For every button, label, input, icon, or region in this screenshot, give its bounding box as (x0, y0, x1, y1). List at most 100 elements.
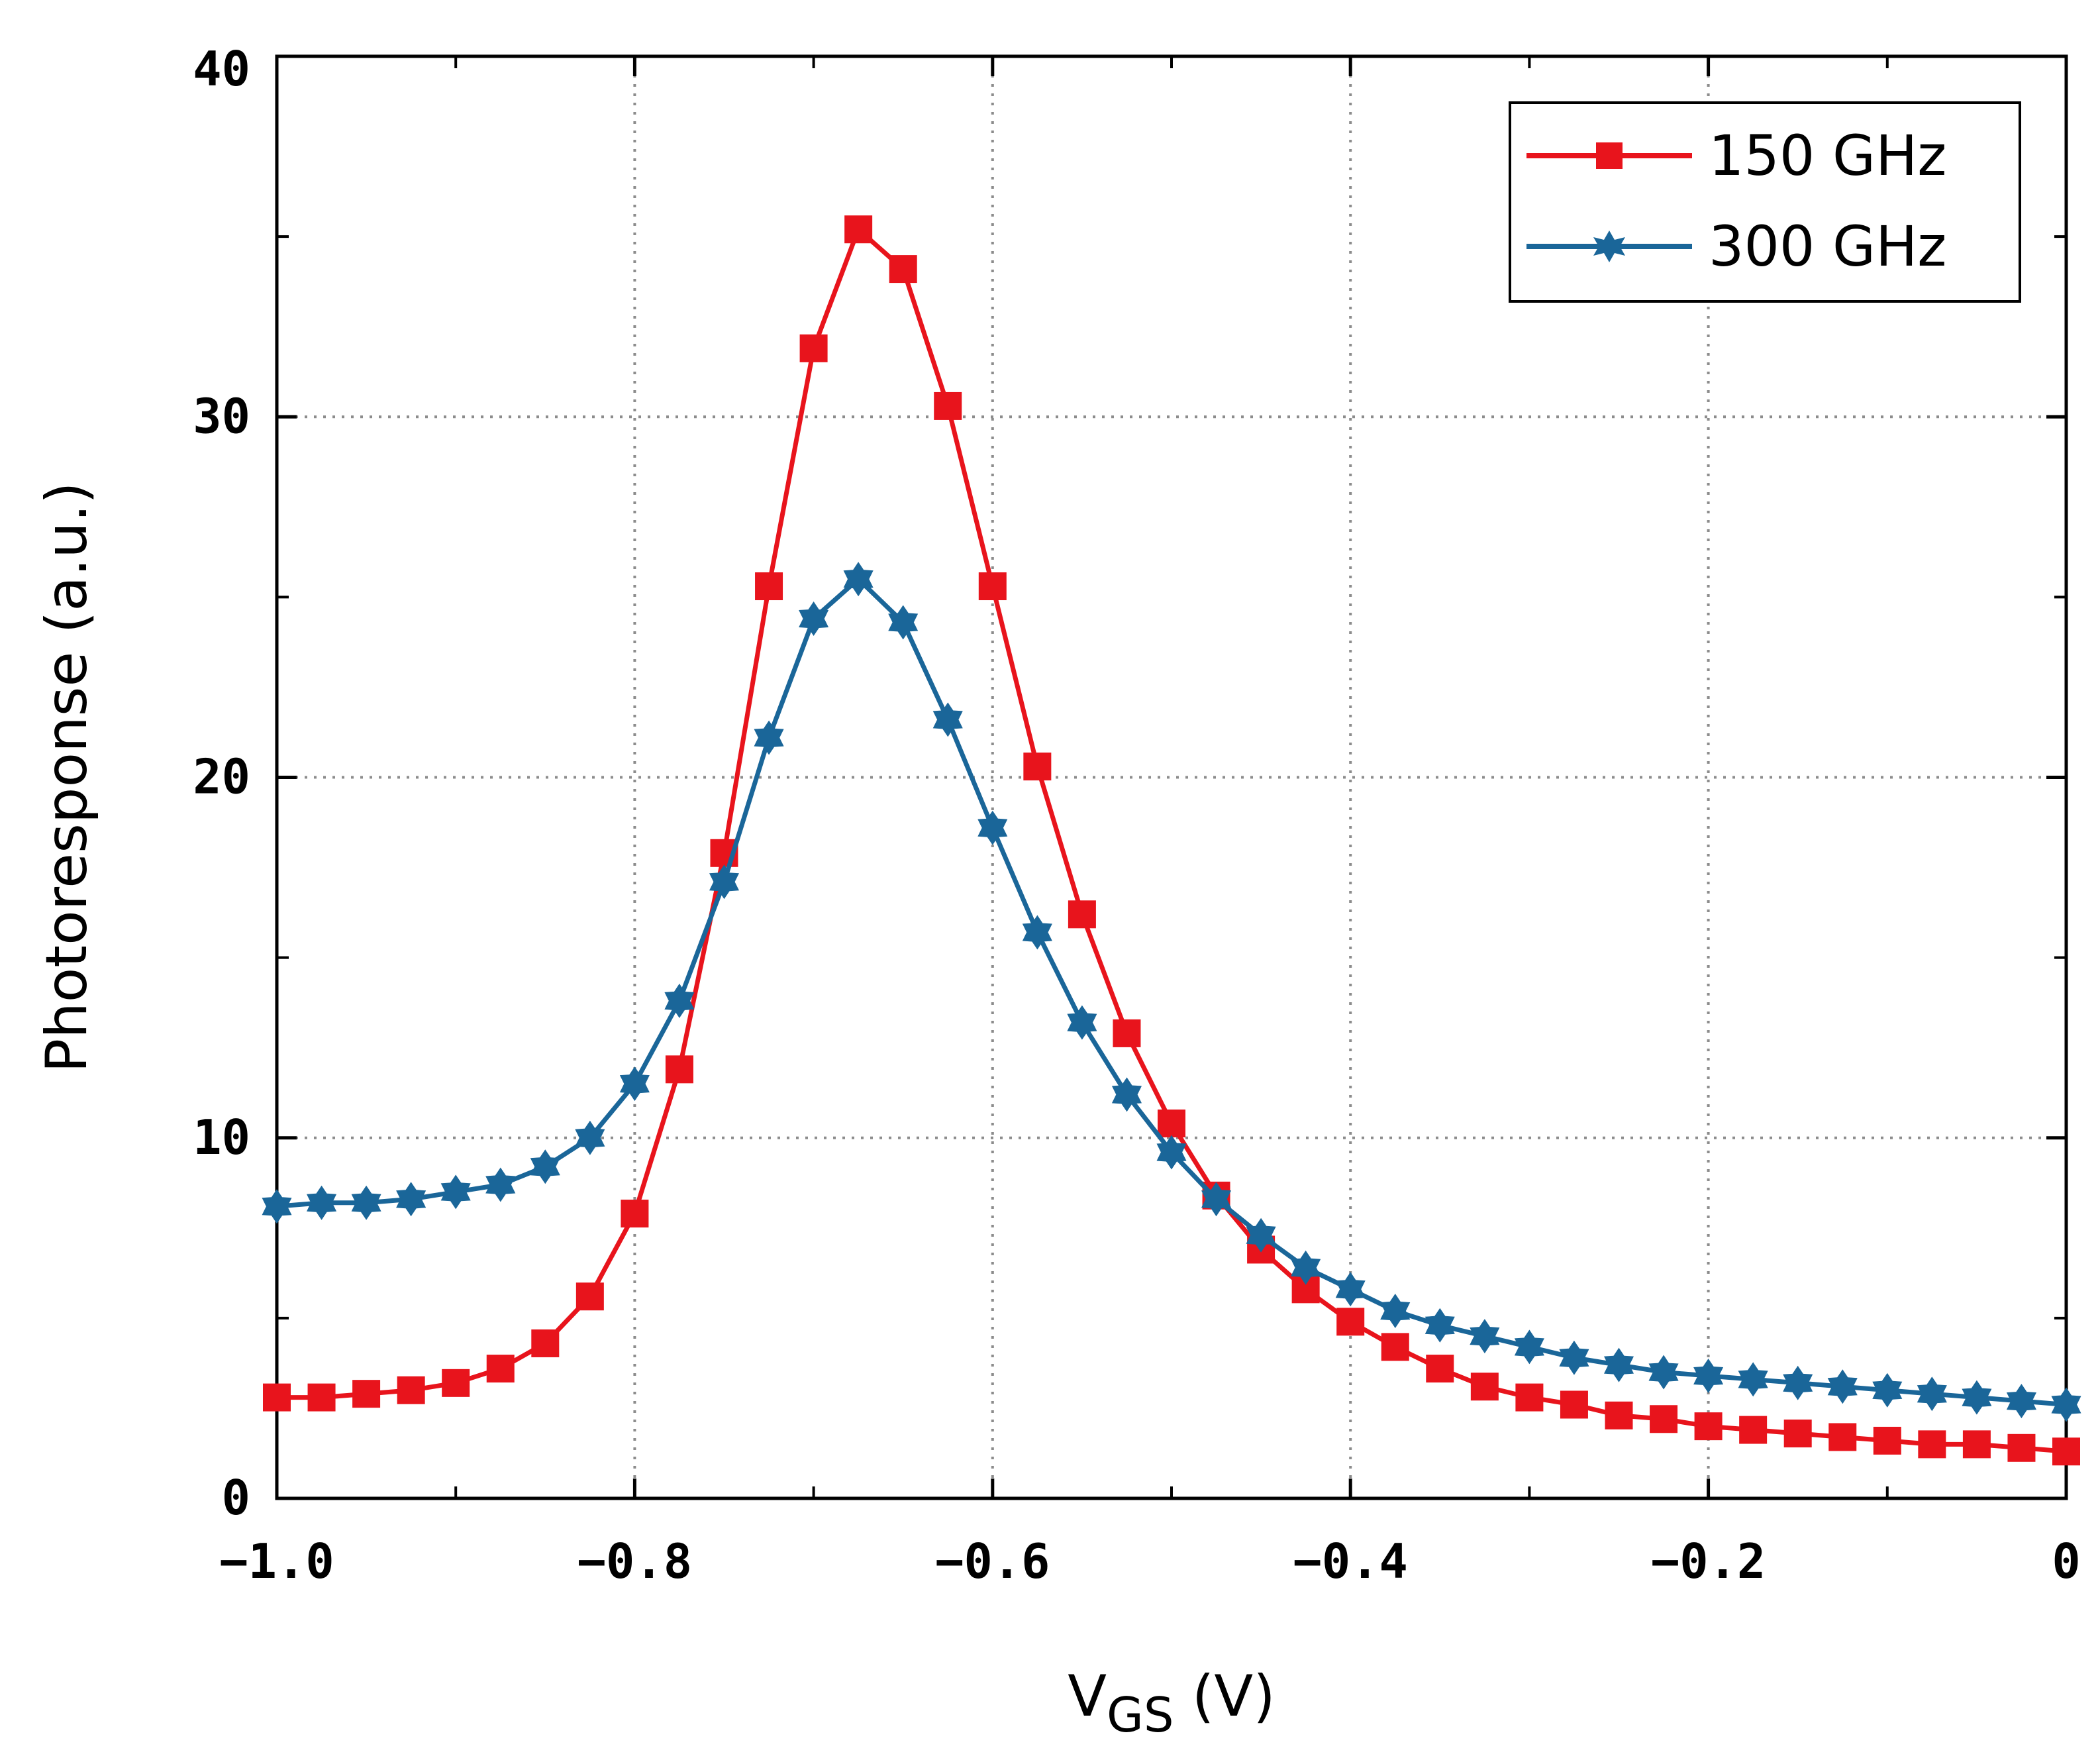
x-tick-label: −0.4 (1293, 1533, 1408, 1589)
data-point-300ghz (709, 864, 739, 900)
data-point-300ghz (977, 810, 1008, 845)
data-point-300ghz (1738, 1362, 1768, 1397)
x-tick-label: 0 (2052, 1533, 2080, 1589)
grid-lines (277, 56, 2066, 1498)
data-point-150ghz (1023, 752, 1052, 781)
legend-marker-150ghz (1596, 142, 1623, 169)
data-point-150ghz (1650, 1405, 1678, 1433)
y-axis-title: Photoresponse (a.u.) (34, 482, 100, 1072)
data-point-300ghz (619, 1066, 650, 1102)
data-point-150ghz (1158, 1109, 1185, 1137)
data-point-300ghz (1246, 1218, 1276, 1253)
data-point-300ghz (1380, 1294, 1411, 1328)
data-point-300ghz (664, 983, 695, 1018)
data-point-300ghz (1514, 1329, 1544, 1365)
data-point-150ghz (2007, 1433, 2036, 1462)
data-point-300ghz (396, 1182, 426, 1217)
data-point-300ghz (1425, 1308, 1455, 1343)
data-point-150ghz (934, 391, 962, 420)
data-point-150ghz (1336, 1308, 1365, 1336)
data-point-300ghz (1335, 1272, 1366, 1307)
data-point-150ghz (889, 255, 917, 284)
data-point-300ghz (932, 702, 963, 737)
data-point-300ghz (485, 1167, 516, 1202)
data-point-150ghz (1962, 1430, 1991, 1459)
data-point-300ghz (1291, 1250, 1321, 1285)
x-axis-title-unit: (V) (1174, 1663, 1275, 1730)
y-tick-label: 10 (193, 1110, 250, 1165)
data-point-150ghz (1739, 1416, 1768, 1444)
data-point-150ghz (2052, 1437, 2080, 1466)
data-point-150ghz (1918, 1430, 1946, 1459)
data-point-300ghz (1917, 1376, 1947, 1412)
data-point-150ghz (1560, 1390, 1588, 1419)
data-point-300ghz (1783, 1365, 1813, 1400)
data-point-150ghz (1113, 1019, 1141, 1047)
data-point-300ghz (1827, 1369, 1858, 1404)
data-point-150ghz (263, 1383, 291, 1412)
data-point-300ghz (440, 1174, 471, 1210)
data-point-150ghz (1828, 1423, 1857, 1451)
data-point-300ghz (754, 720, 784, 755)
data-point-150ghz (1605, 1401, 1633, 1429)
tick-labels: −1.0 −0.8 −0.6 −0.4 −0.2 0 0 10 20 30 40 (193, 41, 2080, 1589)
data-point-150ghz (307, 1383, 336, 1412)
data-point-150ghz (1381, 1333, 1409, 1361)
x-tick-label: −0.8 (577, 1533, 692, 1589)
data-point-150ghz (1694, 1412, 1723, 1441)
legend-marker-300ghz (1593, 231, 1625, 262)
data-point-300ghz (1201, 1182, 1232, 1217)
y-tick-label: 40 (193, 41, 250, 97)
legend-label-300ghz: 300 GHz (1709, 214, 1946, 279)
data-point-150ghz (442, 1369, 470, 1397)
x-axis-title: VGS (V) (1068, 1663, 1275, 1743)
x-tick-label: −0.6 (935, 1533, 1050, 1589)
legend-box (1509, 101, 2021, 303)
data-point-150ghz (531, 1329, 560, 1357)
data-point-150ghz (1873, 1426, 1901, 1455)
x-axis-title-main: V (1068, 1663, 1107, 1730)
data-point-300ghz (843, 562, 874, 597)
data-point-300ghz (799, 601, 829, 636)
plot-frame (275, 54, 2068, 1500)
data-point-300ghz (1067, 1005, 1097, 1040)
data-point-150ghz (665, 1055, 693, 1084)
data-point-300ghz (351, 1185, 381, 1220)
data-point-150ghz (397, 1376, 425, 1404)
data-point-150ghz (978, 572, 1007, 601)
data-point-150ghz (352, 1380, 381, 1408)
data-point-300ghz (1111, 1077, 1142, 1112)
x-tick-label: −1.0 (219, 1533, 334, 1589)
series-layer (262, 215, 2081, 1466)
data-point-150ghz (1515, 1383, 1544, 1412)
data-point-300ghz (1022, 915, 1052, 950)
data-point-300ghz (1470, 1319, 1500, 1354)
data-point-300ghz (262, 1189, 292, 1224)
data-point-150ghz (1470, 1373, 1499, 1401)
legend-label-150ghz: 150 GHz (1709, 123, 1946, 188)
data-point-300ghz (1693, 1359, 1724, 1393)
y-tick-label: 20 (193, 749, 250, 805)
data-point-300ghz (1648, 1355, 1679, 1390)
data-point-300ghz (2006, 1384, 2036, 1419)
data-point-150ghz (621, 1200, 649, 1228)
data-point-300ghz (530, 1149, 560, 1184)
data-point-300ghz (575, 1120, 605, 1155)
data-point-150ghz (755, 572, 783, 601)
data-point-300ghz (1962, 1380, 1992, 1415)
data-point-300ghz (1872, 1373, 1903, 1408)
y-tick-label: 0 (222, 1470, 250, 1526)
data-point-150ghz (1068, 900, 1096, 929)
data-point-150ghz (1783, 1420, 1812, 1448)
x-axis-title-subscript: GS (1107, 1687, 1174, 1743)
data-point-150ghz (799, 334, 828, 362)
x-tick-label: −0.2 (1651, 1533, 1766, 1589)
data-point-300ghz (307, 1185, 337, 1220)
data-point-300ghz (1604, 1347, 1634, 1382)
data-point-150ghz (486, 1355, 515, 1383)
data-point-300ghz (1156, 1135, 1187, 1170)
data-point-150ghz (844, 215, 873, 244)
data-point-300ghz (888, 605, 919, 640)
data-point-300ghz (1559, 1340, 1589, 1375)
